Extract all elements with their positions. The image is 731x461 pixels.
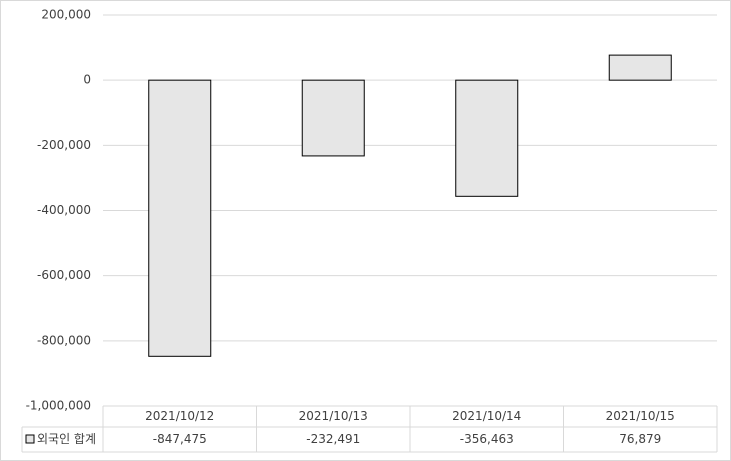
legend-label: 외국인 합계: [37, 432, 96, 446]
x-tick-label: 2021/10/15: [606, 409, 675, 423]
bar: [301, 79, 365, 157]
y-tick-label: -200,000: [37, 138, 91, 152]
y-tick-label: 0: [83, 73, 91, 87]
y-tick-label: -800,000: [37, 333, 91, 347]
x-tick-label: 2021/10/12: [145, 409, 214, 423]
x-tick-label: 2021/10/14: [452, 409, 521, 423]
y-tick-label: -1,000,000: [26, 399, 91, 413]
bar: [455, 79, 519, 197]
y-tick-label: -600,000: [37, 268, 91, 282]
table-value: 76,879: [619, 432, 661, 446]
table-value: -232,491: [306, 432, 360, 446]
bar: [608, 54, 672, 81]
y-tick-label: -400,000: [37, 203, 91, 217]
table-value: -356,463: [460, 432, 514, 446]
table-value: -847,475: [153, 432, 207, 446]
legend-key: [25, 434, 35, 444]
y-tick-label: 200,000: [41, 8, 91, 22]
bar: [148, 79, 212, 357]
x-tick-label: 2021/10/13: [299, 409, 368, 423]
